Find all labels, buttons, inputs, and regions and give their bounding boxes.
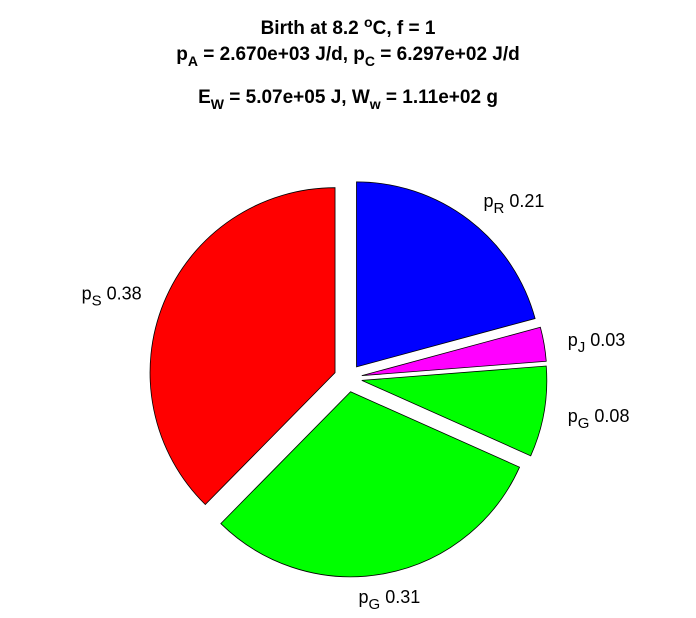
chart-title-line-2: pA = 2.670e+03 J/d, pC = 6.297e+02 J/d	[176, 44, 520, 69]
pie-slice-label-3: pG 0.31	[359, 587, 421, 613]
pie-slice-pg-2	[361, 365, 548, 457]
pie-slice-pj-1	[361, 326, 547, 377]
chart-title-line-1: Birth at 8.2 oC, f = 1	[260, 14, 436, 39]
pie-slice-ps-4	[149, 187, 336, 506]
pie-slice-label-0: pR 0.21	[484, 191, 545, 217]
pie-slice-label-4: pS 0.38	[82, 283, 142, 309]
chart-title-line-3: EW = 5.07e+05 J, Ww = 1.11e+02 g	[198, 87, 498, 112]
pie-slice-pr-0	[356, 181, 536, 368]
pie-slice-label-2: pG 0.08	[568, 406, 630, 432]
pie-slice-pg-3	[220, 391, 521, 578]
pie-slice-label-1: pJ 0.03	[568, 330, 626, 356]
